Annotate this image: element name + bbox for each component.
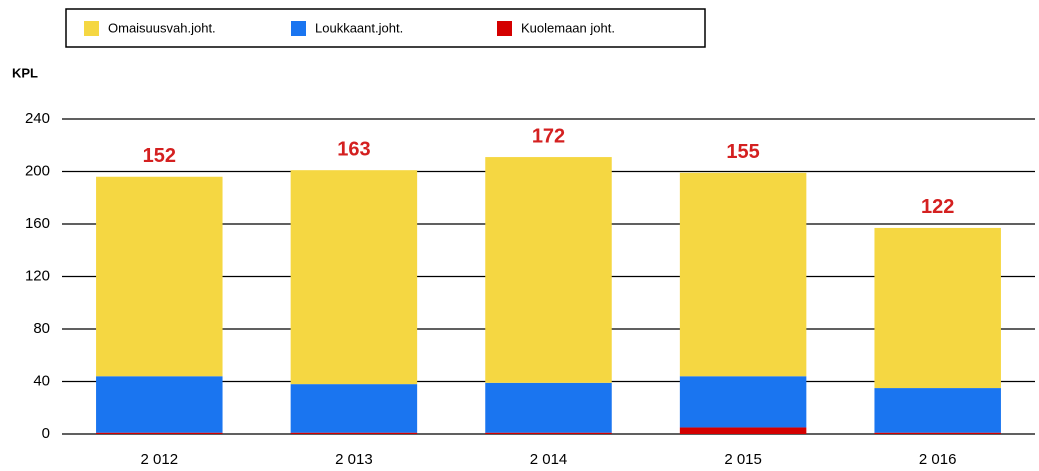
x-tick-label: 2 012 [141, 451, 179, 468]
data-label: 152 [143, 145, 176, 167]
bar-segment [874, 432, 1001, 434]
legend-label: Loukkaant.joht. [315, 20, 403, 35]
legend-label: Kuolemaan joht. [521, 20, 615, 35]
bar-segment [290, 432, 418, 434]
y-tick-label: 0 [42, 425, 50, 442]
data-label: 163 [337, 138, 370, 160]
y-axis-label: KPL [12, 65, 38, 80]
data-label: 172 [532, 125, 565, 147]
x-tick-label: 2 015 [724, 451, 762, 468]
bar-segment [290, 170, 418, 385]
legend-swatch [497, 21, 512, 36]
bar-segment [96, 176, 223, 377]
bar-segment [96, 432, 223, 434]
bar-segment [96, 376, 223, 433]
y-tick-label: 200 [25, 162, 50, 179]
legend-box [65, 8, 706, 48]
y-tick-label: 160 [25, 215, 50, 232]
bar-segment [679, 427, 807, 434]
legend-swatch [84, 21, 99, 36]
data-label: 122 [921, 196, 954, 218]
y-tick-label: 40 [33, 372, 50, 389]
y-tick-label: 240 [25, 110, 50, 127]
x-tick-label: 2 014 [530, 451, 568, 468]
data-label: 155 [726, 141, 759, 163]
x-tick-label: 2 013 [335, 451, 373, 468]
y-tick-label: 80 [33, 320, 50, 337]
bar-segment [874, 227, 1001, 389]
bar-segment [485, 432, 612, 434]
bar-segment [679, 172, 807, 377]
bar-segment [874, 388, 1001, 433]
bar-segment [679, 376, 807, 428]
legend-label: Omaisuusvah.joht. [108, 20, 216, 35]
bar-segment [290, 384, 418, 433]
bar-segment [485, 157, 612, 383]
legend-swatch [291, 21, 306, 36]
x-tick-label: 2 016 [919, 451, 957, 468]
bar-segment [485, 382, 612, 433]
y-tick-label: 120 [25, 267, 50, 284]
